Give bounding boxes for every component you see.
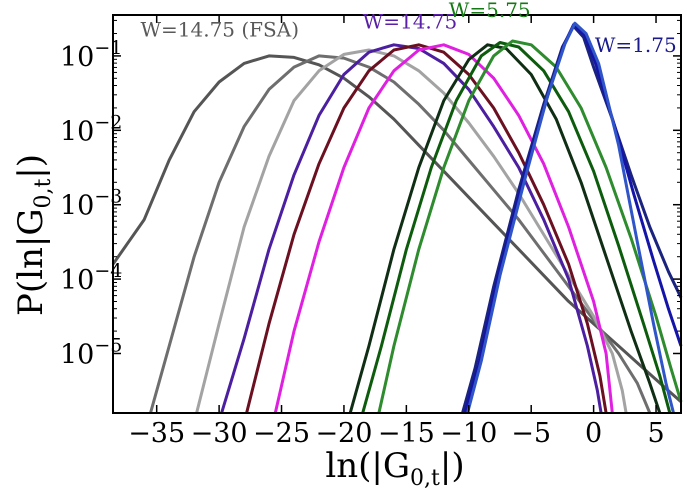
series-line-3 xyxy=(195,48,628,414)
annotation-label-2: W=14.75 xyxy=(363,9,458,33)
x-tick-label: −15 xyxy=(378,418,435,449)
series-line-10 xyxy=(461,24,683,414)
series-line-2 xyxy=(149,54,652,414)
x-axis-title: ln(|G0,t|) xyxy=(325,446,464,491)
annotation-label-1: W=14.75 (FSA) xyxy=(140,18,299,42)
series-layer xyxy=(111,21,683,414)
annotation-label-4: W=1.75 xyxy=(595,33,677,57)
y-tick-label: 10−5 xyxy=(60,334,122,370)
x-tick-label: −30 xyxy=(191,418,248,449)
annotation-label-3: W=5.75 xyxy=(449,0,531,22)
ticks-layer: −35 −30 −25 −20 −15 −10 −5 0 5 10−1 10−2 10−3 10−4 10… xyxy=(60,15,681,449)
series-line-4 xyxy=(220,43,603,414)
y-tick-label: 10−3 xyxy=(60,186,122,222)
x-tick-label: −20 xyxy=(315,418,372,449)
x-tick-label: −10 xyxy=(440,418,497,449)
series-line-8 xyxy=(361,41,672,414)
x-tick-label: 5 xyxy=(647,418,664,449)
series-line-7 xyxy=(348,43,662,414)
y-tick-label: 10−2 xyxy=(60,111,122,147)
y-axis-title: P(ln|G0,t|) xyxy=(11,154,56,316)
x-tick-label: 0 xyxy=(585,418,602,449)
x-tick-label: −5 xyxy=(511,418,551,449)
y-tick-label: 10−4 xyxy=(60,260,122,296)
y-tick-label: 10−1 xyxy=(60,37,122,73)
series-line-12 xyxy=(466,21,675,414)
plot-frame xyxy=(112,14,682,414)
annotations: W=14.75 (FSA) W=14.75W=5.75 W=1.75 xyxy=(140,0,676,57)
x-tick-label: −25 xyxy=(253,418,310,449)
series-line-5 xyxy=(245,43,608,414)
series-line-6 xyxy=(273,43,614,414)
x-tick-label: −35 xyxy=(128,418,185,449)
